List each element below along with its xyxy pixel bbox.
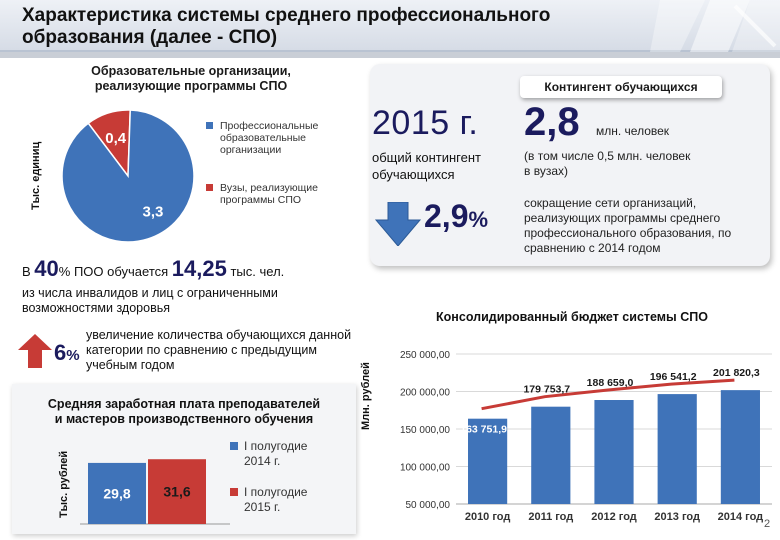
budget-trend-line: [481, 378, 735, 411]
disabled-prefix: В: [22, 264, 35, 279]
disabled-description: из числа инвалидов и лиц с ограниченными…: [22, 286, 278, 315]
budget-ylabel: Млн. рублей: [360, 362, 372, 430]
budget-ytick-label: 200 000,00: [400, 388, 450, 399]
total-students-label: общий контингент обучающихся: [372, 150, 481, 182]
total-students-value: 2,8: [524, 100, 580, 144]
down-arrow-icon: [374, 202, 422, 246]
budget-ytick-label: 50 000,00: [406, 500, 451, 511]
up-arrow-icon: [18, 334, 52, 368]
budget-xtick-label: 2011 год: [528, 511, 573, 523]
header-divider: [0, 52, 780, 58]
budget-ytick-label: 250 000,00: [400, 350, 450, 361]
header: Характеристика системы среднего професси…: [0, 0, 780, 52]
header-decoration: [650, 0, 780, 52]
budget-value-label: 188 659,0: [587, 377, 634, 389]
pie-legend-swatch: [206, 122, 213, 129]
salary-value-label: 29,8: [103, 485, 130, 501]
salary-legend-label: I полугодие 2015 г.: [244, 485, 308, 514]
year-value: 2015 г.: [372, 104, 479, 142]
pie-value-label: 3,3: [142, 204, 163, 221]
increase-pct-sign: %: [66, 347, 80, 364]
increase-number: 6: [54, 340, 67, 365]
budget-xtick-label: 2012 год: [591, 511, 637, 523]
contingent-tab: Контингент обучающихся: [520, 76, 722, 98]
salary-legend-label: I полугодие 2014 г.: [244, 439, 308, 468]
pie-legend-swatch: [206, 184, 213, 191]
orgs-caption: Образовательные организации, реализующие…: [91, 64, 291, 93]
orgs-ylabel: Тыс. единиц: [30, 141, 42, 210]
budget-value-label: 201 820,3: [713, 367, 760, 379]
budget-bar: [657, 394, 697, 504]
page-title: Характеристика системы среднего професси…: [22, 5, 551, 48]
budget-title: Консолидированный бюджет системы СПО: [436, 310, 708, 324]
salary-bar-chart: 29,8 31,6 I полугодие 2014 г. I полугодие 20…: [80, 439, 308, 525]
salary-bar: [88, 462, 146, 524]
budget-bar: [720, 390, 760, 504]
count-unit: тыс. чел.: [226, 264, 285, 279]
page-number: 2: [764, 518, 771, 530]
count-value: 14,25: [171, 256, 227, 281]
salary-ylabel: Тыс. рублей: [58, 450, 70, 518]
salary-bar: [148, 459, 206, 524]
budget-value-label: 196 541,2: [650, 371, 697, 383]
pie-slice: [61, 109, 195, 243]
orgs-pie-chart: 3,3 0,4 Профессиональные образовательные о…: [61, 109, 318, 243]
salary-title: Средняя заработная плата преподавателей …: [47, 397, 321, 426]
budget-xtick-label: 2014 год: [718, 511, 764, 523]
increase-note: увеличение количества обучающихся данной…: [86, 328, 352, 372]
reduction-note: сокращение сети организаций, реализующих…: [524, 196, 732, 255]
budget-ytick-label: 100 000,00: [400, 463, 450, 474]
budget-ytick-label: 150 000,00: [400, 425, 450, 436]
pie-value-label: 0,4: [105, 130, 127, 147]
budget-value-label: 163 751,9: [460, 424, 507, 436]
total-students-unit: млн. человек: [596, 124, 670, 138]
pie-legend-label: Вузы, реализующие программы СПО: [220, 182, 318, 206]
pct-40-value: 40: [34, 256, 59, 281]
budget-xtick-label: 2010 год: [465, 511, 511, 523]
reduction-number: 2,9: [424, 198, 469, 234]
salary-legend-swatch: [230, 442, 238, 450]
pie-legend-label: Профессиональные образовательные организац…: [220, 120, 318, 156]
increase-value: 6%: [54, 340, 80, 366]
orgs-panel: Образовательные организации, реализующие…: [12, 64, 370, 264]
salary-legend-swatch: [230, 488, 238, 496]
pct-40-text: % ПОО обучается: [58, 264, 172, 279]
budget-bar-chart: 50 000,00 100 000,00 150 000,00 200 000,00 2…: [400, 350, 772, 523]
reduction-value: 2,9%: [424, 198, 488, 235]
disabled-students-line: В 40% ПОО обучается 14,25 тыс. чел.: [22, 256, 284, 282]
universities-note: (в том числе 0,5 млн. человек в вузах): [524, 149, 691, 178]
budget-bar: [468, 418, 508, 504]
budget-xtick-label: 2013 год: [654, 511, 700, 523]
budget-value-label: 179 753,7: [523, 384, 570, 396]
reduction-pct-sign: %: [468, 207, 489, 232]
budget-bar: [594, 400, 634, 504]
salary-value-label: 31,6: [163, 484, 190, 500]
budget-bar: [531, 406, 571, 504]
